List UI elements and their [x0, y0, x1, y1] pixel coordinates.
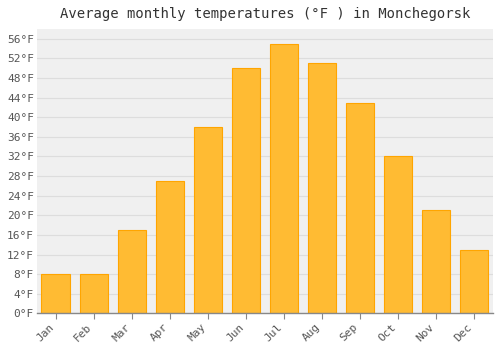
Title: Average monthly temperatures (°F ) in Monchegorsk: Average monthly temperatures (°F ) in Mo…	[60, 7, 470, 21]
Bar	[194, 127, 222, 313]
Bar	[346, 103, 374, 313]
Bar	[308, 63, 336, 313]
Bar	[460, 250, 488, 313]
Bar	[422, 210, 450, 313]
Bar	[42, 274, 70, 313]
Bar	[232, 68, 260, 313]
Bar	[118, 230, 146, 313]
Bar	[270, 44, 298, 313]
Bar	[156, 181, 184, 313]
Bar	[80, 274, 108, 313]
Bar	[384, 156, 412, 313]
